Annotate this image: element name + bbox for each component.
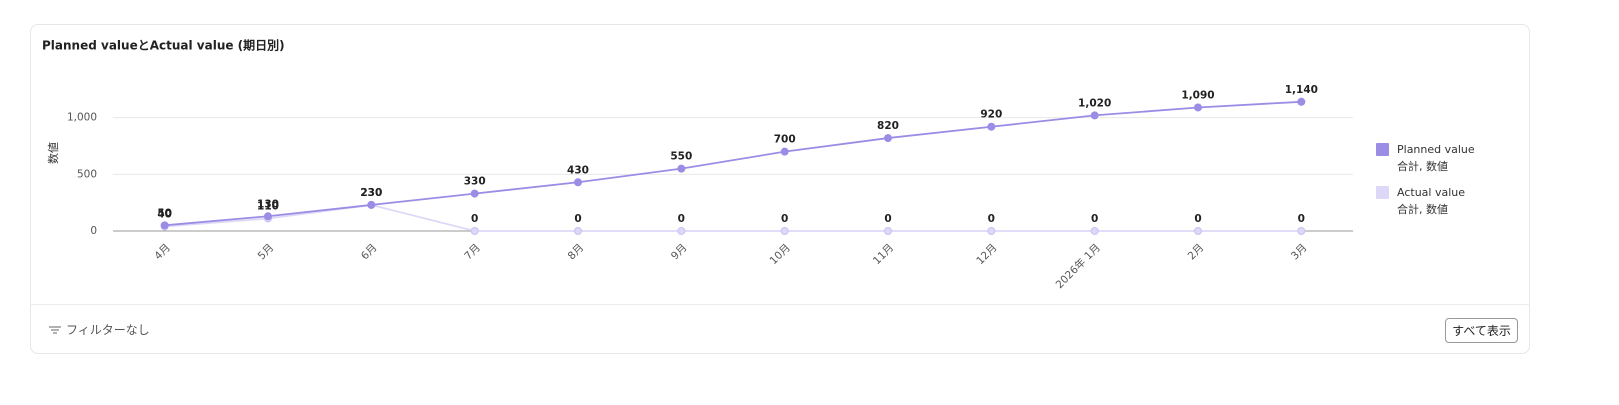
data-point — [780, 227, 789, 235]
data-point — [1297, 227, 1306, 235]
data-label: 430 — [567, 164, 589, 176]
x-tick-label: 10月 — [768, 242, 793, 267]
x-tick-label: 7月 — [462, 242, 483, 263]
data-point — [884, 227, 892, 235]
filter-status: フィルターなし — [48, 321, 150, 338]
data-label: 330 — [464, 176, 486, 188]
show-all-button[interactable]: すべて表示 — [1445, 318, 1518, 343]
data-label: 550 — [670, 151, 692, 163]
filter-text: フィルターなし — [66, 323, 150, 337]
data-label: 0 — [1091, 213, 1098, 225]
data-label: 700 — [774, 134, 796, 146]
y-tick-label: 500 — [77, 168, 97, 180]
x-tick-label: 6月 — [359, 242, 380, 263]
data-point — [367, 200, 376, 209]
data-point — [987, 122, 996, 131]
x-tick-label: 5月 — [256, 242, 277, 263]
data-label: 40 — [157, 208, 172, 220]
data-point — [574, 227, 582, 235]
data-point — [574, 178, 582, 187]
filter-icon — [49, 326, 61, 333]
x-tick-label: 4月 — [152, 242, 173, 263]
data-label: 0 — [988, 213, 995, 225]
data-point — [160, 221, 169, 230]
x-tick-label: 11月 — [871, 242, 896, 267]
card — [30, 24, 1530, 354]
data-point — [470, 189, 479, 198]
legend-swatch — [1376, 143, 1389, 156]
data-label: 130 — [257, 198, 279, 210]
legend-label: Actual value — [1397, 186, 1465, 199]
chart-title: Planned valueとActual value (期日別) — [42, 38, 285, 53]
data-point — [780, 147, 789, 156]
legend-subtitle: 合計, 数値 — [1397, 202, 1448, 216]
legend-swatch — [1376, 186, 1389, 199]
data-label: 0 — [1194, 213, 1201, 225]
data-point — [677, 227, 686, 235]
data-label: 1,090 — [1181, 89, 1214, 101]
data-point — [884, 134, 892, 143]
data-label: 0 — [1298, 213, 1305, 225]
x-tick-label: 2月 — [1186, 242, 1207, 263]
data-label: 0 — [574, 213, 581, 225]
data-label: 0 — [678, 213, 685, 225]
data-point — [1090, 227, 1099, 235]
y-axis-label: 数値 — [47, 142, 60, 164]
y-tick-label: 0 — [90, 225, 97, 237]
y-tick-label: 1,000 — [67, 112, 97, 124]
data-label: 230 — [360, 187, 382, 199]
data-point — [677, 164, 686, 173]
data-label: 230 — [360, 187, 382, 199]
legend-subtitle: 合計, 数値 — [1397, 159, 1448, 173]
data-label: 1,020 — [1078, 97, 1111, 109]
data-point — [987, 227, 996, 235]
legend-label: Planned value — [1397, 143, 1475, 156]
data-label: 1,140 — [1285, 84, 1318, 96]
data-label: 920 — [980, 109, 1002, 121]
data-label: 0 — [471, 213, 478, 225]
series-line — [164, 100, 1302, 227]
chart: Planned valueとActual value (期日別) 数値 0500… — [42, 38, 1475, 292]
data-point — [1090, 111, 1099, 120]
data-label: 0 — [781, 213, 788, 225]
data-point — [470, 227, 479, 235]
data-point — [1194, 227, 1202, 235]
x-tick-label: 2026年 1月 — [1053, 241, 1103, 291]
x-tick-label: 12月 — [974, 242, 999, 267]
data-label: 0 — [884, 213, 891, 225]
x-tick-label: 8月 — [566, 242, 587, 263]
data-point — [264, 212, 272, 221]
x-tick-label: 3月 — [1289, 242, 1310, 263]
data-point — [1194, 103, 1202, 112]
data-label: 110 — [257, 201, 279, 213]
data-label: 50 — [157, 207, 172, 219]
data-label: 820 — [877, 120, 899, 132]
x-tick-label: 9月 — [669, 242, 690, 263]
divider — [30, 304, 1530, 305]
data-point — [1297, 97, 1306, 106]
